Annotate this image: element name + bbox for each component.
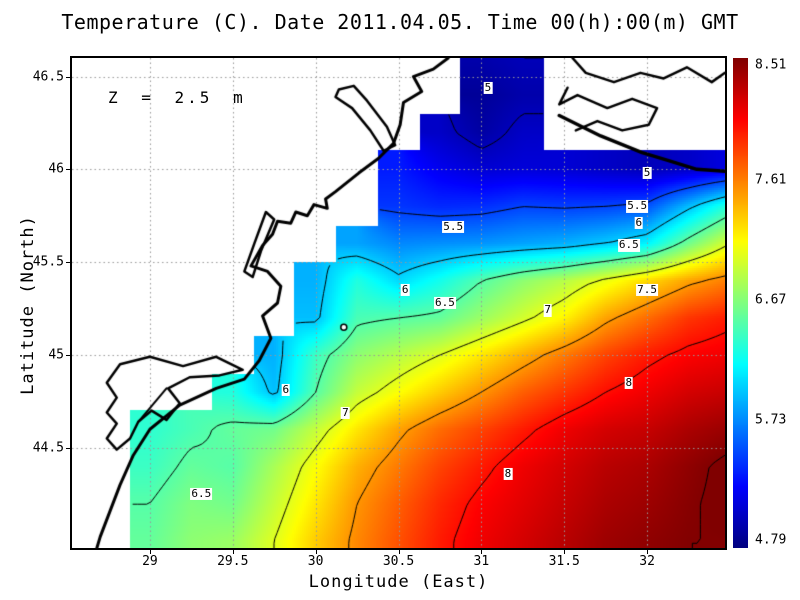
contour-label-5.5: 5.5 xyxy=(442,219,465,233)
colorbar-tick-8.51: 8.51 xyxy=(755,57,787,73)
map-plot-area: 5 5 5.5 5.5 6 6 6 6.5 6.5 6.5 7 7 7.5 8 8 Z = 2.5 m xyxy=(70,56,727,550)
colorbar xyxy=(733,58,748,548)
x-tick-mark xyxy=(481,550,483,554)
x-tick-label-30.5: 30.5 xyxy=(382,554,415,569)
depth-annotation: Z = 2.5 m xyxy=(108,88,246,107)
contour-label-5: 5 xyxy=(483,80,493,94)
y-tick-mark xyxy=(66,262,70,264)
x-tick-label-32: 32 xyxy=(639,554,655,569)
y-tick-mark xyxy=(66,354,70,356)
y-tick-mark xyxy=(66,169,70,171)
colorbar-tick-5.73: 5.73 xyxy=(755,412,787,428)
x-tick-mark xyxy=(647,550,649,554)
y-tick-label-44.5: 44.5 xyxy=(32,440,64,456)
x-tick-label-31: 31 xyxy=(473,554,490,569)
x-tick-label-30: 30 xyxy=(307,554,324,569)
contour-label-8: 8 xyxy=(503,466,513,480)
x-tick-mark xyxy=(398,550,400,554)
x-tick-label-29: 29 xyxy=(142,554,158,569)
contour-label-6.5: 6.5 xyxy=(190,487,213,501)
y-axis-label: Latitude (North) xyxy=(18,215,38,395)
map-canvas xyxy=(72,58,725,548)
contour-label-7: 7 xyxy=(341,405,350,419)
contour-label-6: 6 xyxy=(281,383,291,397)
y-tick-label-45: 45 xyxy=(48,347,64,363)
plot-title: Temperature (C). Date 2011.04.05. Time 0… xyxy=(61,10,739,34)
x-tick-label-31.5: 31.5 xyxy=(548,554,580,569)
contour-label-6: 6 xyxy=(634,216,644,230)
y-tick-mark xyxy=(66,447,70,449)
x-tick-label-29.5: 29.5 xyxy=(217,554,249,569)
contour-label-7: 7 xyxy=(543,303,552,317)
contour-label-8: 8 xyxy=(624,375,634,389)
contour-label-5.5: 5.5 xyxy=(626,199,649,213)
y-tick-mark xyxy=(66,76,70,78)
colorbar-tick-4.79: 4.79 xyxy=(755,532,787,548)
x-tick-mark xyxy=(564,550,566,554)
y-tick-label-46: 46 xyxy=(48,161,64,177)
contour-label-6.5: 6.5 xyxy=(617,238,640,252)
x-tick-mark xyxy=(232,550,234,554)
colorbar-tick-7.61: 7.61 xyxy=(755,172,787,188)
contour-label-5: 5 xyxy=(642,166,652,180)
colorbar-tick-6.67: 6.67 xyxy=(755,292,787,308)
contour-label-7.5: 7.5 xyxy=(636,282,659,297)
x-tick-mark xyxy=(315,550,317,554)
x-axis-label: Longitude (East) xyxy=(308,572,489,592)
x-tick-mark xyxy=(149,550,151,554)
y-tick-label-46.5: 46.5 xyxy=(32,69,64,85)
contour-label-6.5: 6.5 xyxy=(433,295,456,310)
contour-label-6: 6 xyxy=(400,282,410,297)
y-tick-label-45.5: 45.5 xyxy=(32,254,64,270)
